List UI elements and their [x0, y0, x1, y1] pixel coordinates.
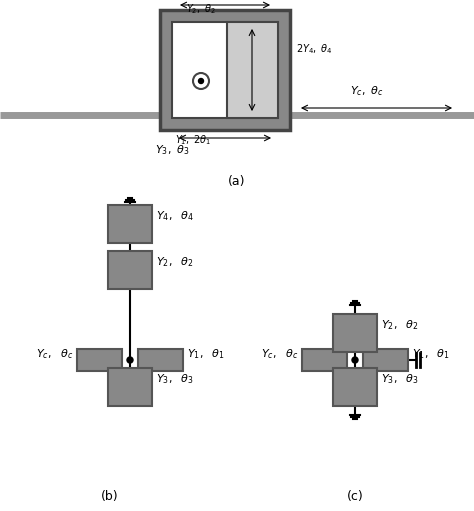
Text: $Y_3,\ \ \theta_3$: $Y_3,\ \ \theta_3$ — [156, 372, 194, 386]
Text: $Y_c,\ \ \theta_c$: $Y_c,\ \ \theta_c$ — [36, 347, 73, 361]
Bar — [363, 349, 408, 371]
Text: $Y_1,\ 2\theta_1$: $Y_1,\ 2\theta_1$ — [175, 133, 211, 147]
Circle shape — [352, 357, 358, 363]
Text: $Y_c,\ \theta_c$: $Y_c,\ \theta_c$ — [350, 84, 383, 98]
Text: $Y_1,\ \ \theta_1$: $Y_1,\ \ \theta_1$ — [187, 347, 225, 361]
Text: $Y_2,\ \theta_2$: $Y_2,\ \theta_2$ — [186, 2, 216, 16]
Text: $Y_3,\ \theta_3$: $Y_3,\ \theta_3$ — [155, 143, 190, 157]
Bar — [333, 314, 377, 352]
Text: $Y_4,\ \ \theta_4$: $Y_4,\ \ \theta_4$ — [156, 209, 194, 223]
Text: (c): (c) — [346, 490, 364, 503]
Text: $Y_c,\ \ \theta_c$: $Y_c,\ \ \theta_c$ — [261, 347, 298, 361]
Bar — [172, 22, 278, 118]
Text: $Y_3,\ \ \theta_3$: $Y_3,\ \ \theta_3$ — [381, 372, 419, 386]
Text: $Y_1,\ \ \theta_1$: $Y_1,\ \ \theta_1$ — [412, 347, 450, 361]
Bar — [302, 349, 347, 371]
Bar — [108, 251, 152, 289]
Bar — [227, 22, 278, 118]
Bar — [77, 349, 122, 371]
Bar — [138, 349, 183, 371]
Text: $Y_2,\ \ \theta_2$: $Y_2,\ \ \theta_2$ — [381, 318, 419, 332]
Text: $2Y_4,\ \theta_4$: $2Y_4,\ \theta_4$ — [296, 42, 333, 56]
Circle shape — [127, 357, 133, 363]
Text: $Y_2,\ \ \theta_2$: $Y_2,\ \ \theta_2$ — [156, 255, 194, 269]
Circle shape — [199, 79, 203, 83]
Bar — [108, 205, 152, 243]
Text: (b): (b) — [101, 490, 119, 503]
Text: (a): (a) — [228, 175, 246, 188]
Bar — [108, 368, 152, 406]
Circle shape — [193, 73, 209, 89]
Bar — [160, 10, 290, 130]
Bar — [333, 368, 377, 406]
